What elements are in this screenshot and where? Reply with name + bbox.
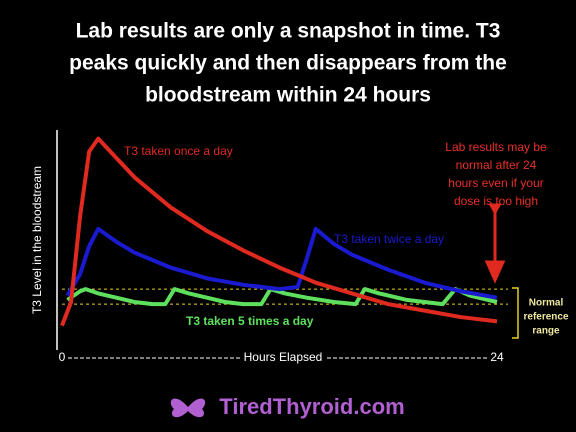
logo-icon — [170, 398, 206, 418]
chart-title: peaks quickly and then disappears from t… — [69, 52, 507, 75]
arrow — [484, 203, 506, 284]
line — [66, 287, 498, 307]
reference-label: range — [532, 326, 560, 337]
annotation: hours even if your — [448, 176, 543, 190]
annotation: Lab results may be — [445, 140, 547, 154]
line — [65, 226, 498, 300]
legend-label: T3 taken 5 times a day — [186, 314, 314, 328]
x-tick-label: 0 — [59, 350, 66, 364]
bracket — [512, 287, 519, 339]
x-tick-label: 24 — [490, 350, 504, 364]
x-axis-label: Hours Elapsed — [244, 350, 323, 364]
legend-label: T3 taken twice a day — [334, 232, 444, 246]
chart-title: Lab results are only a snapshot in time.… — [76, 20, 501, 43]
annotation: normal after 24 — [456, 158, 537, 172]
legend-label: T3 taken once a day — [124, 144, 233, 158]
chart-title: bloodstream within 24 hours — [145, 84, 431, 107]
footer: TiredThyroid.com — [219, 394, 404, 419]
reference-label: Normal — [529, 298, 564, 309]
annotation: dose is too high — [454, 194, 538, 208]
y-axis-label: T3 Level in the bloodstream — [30, 166, 44, 314]
reference-label: reference — [523, 312, 568, 323]
line — [60, 136, 498, 327]
